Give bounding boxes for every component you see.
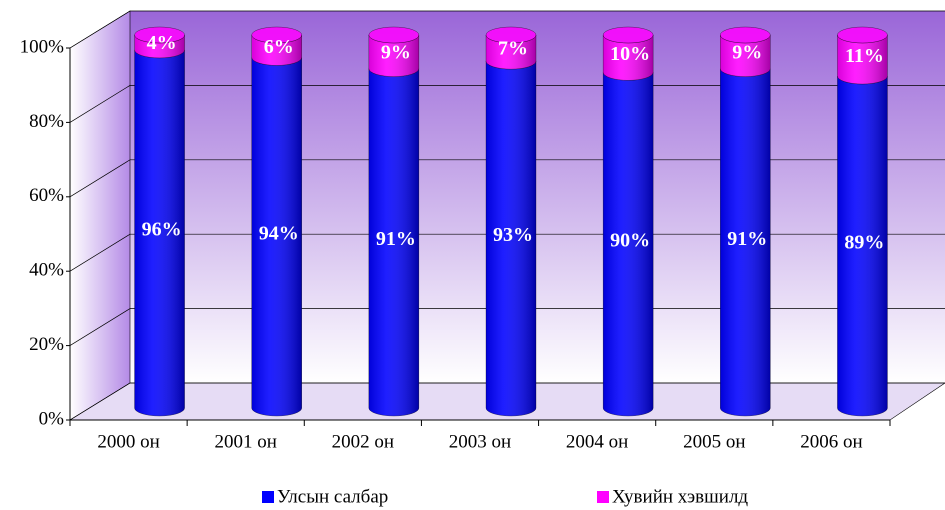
grid-line — [69, 85, 945, 123]
legend-label: Улсын салбар — [277, 486, 388, 507]
grid-line — [69, 382, 945, 421]
value-label: 11% — [845, 45, 884, 67]
bar-shade — [251, 57, 302, 416]
value-label: 93% — [493, 224, 533, 246]
legend-swatch — [262, 491, 274, 503]
value-label: 7% — [498, 38, 528, 60]
x-tick-label: 2006 он — [800, 431, 862, 452]
value-label: 94% — [259, 222, 299, 244]
x-tick-label: 2000 он — [97, 431, 159, 452]
bar-cap — [485, 26, 537, 44]
y-tick-label: 40% — [29, 260, 64, 281]
y-tick-label: 0% — [39, 408, 65, 429]
bar-shade — [720, 68, 771, 416]
side-wall — [69, 10, 131, 421]
value-label: 9% — [381, 41, 411, 63]
bar-shade — [603, 72, 654, 417]
bar-shade — [486, 35, 536, 70]
x-tick-label: 2003 он — [449, 431, 511, 452]
bar-shade — [603, 35, 654, 81]
value-label: 9% — [732, 41, 762, 63]
bar-shade — [368, 68, 419, 416]
value-label: 96% — [142, 219, 182, 241]
bar-cap — [602, 26, 654, 44]
x-tick-label: 2002 он — [332, 431, 394, 452]
legend-label: Хувийн хэвшилд — [612, 486, 748, 507]
bar-shade — [251, 35, 302, 66]
legend-swatch — [597, 491, 609, 503]
bar-cap — [837, 26, 888, 44]
bar-shade — [134, 35, 185, 58]
bar-shade — [720, 35, 771, 77]
bar-shade — [837, 76, 888, 416]
grid-line — [69, 10, 945, 49]
x-tick-label: 2004 он — [566, 431, 628, 452]
grid-line — [69, 233, 945, 272]
value-label: 91% — [376, 228, 416, 250]
bar-shade — [368, 35, 419, 77]
value-label: 4% — [147, 32, 177, 54]
y-tick-label: 80% — [29, 111, 64, 132]
bar-cap — [251, 26, 302, 44]
bar-cap — [368, 26, 420, 44]
x-tick-label: 2001 он — [215, 431, 277, 452]
x-tick-label: 2005 он — [683, 431, 745, 452]
y-tick-label: 20% — [29, 334, 64, 355]
value-label: 6% — [264, 36, 294, 58]
value-label: 10% — [610, 43, 650, 65]
value-label: 91% — [727, 228, 767, 250]
bar-shade — [134, 49, 185, 417]
bar-shade — [837, 35, 888, 85]
bar-cap — [134, 26, 185, 44]
bar-shade — [486, 61, 536, 417]
y-tick-label: 100% — [20, 36, 65, 57]
grid-line — [69, 308, 945, 346]
value-label: 89% — [844, 232, 884, 254]
grid-line — [69, 159, 945, 198]
y-tick-label: 60% — [29, 185, 64, 206]
value-label: 90% — [610, 230, 650, 252]
bar-cap — [720, 26, 771, 44]
